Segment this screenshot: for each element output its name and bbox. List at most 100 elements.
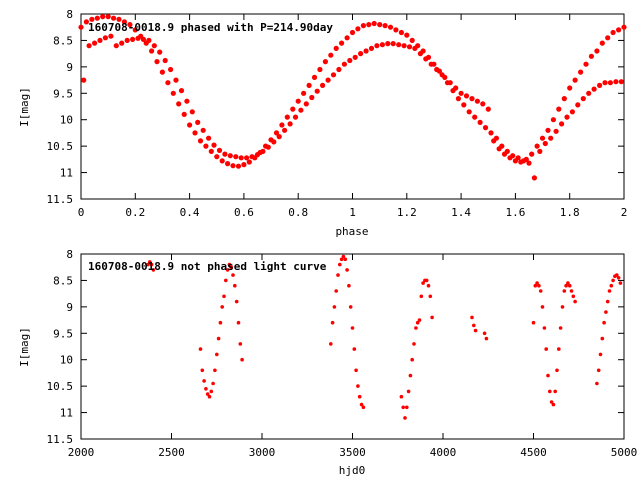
data-point bbox=[426, 283, 431, 288]
data-point bbox=[130, 36, 136, 43]
data-point bbox=[102, 35, 108, 41]
y-tick-label: 11.5 bbox=[47, 433, 74, 446]
x-tick-label: 1.4 bbox=[451, 206, 471, 219]
y-tick-label: 9 bbox=[66, 61, 73, 74]
data-point bbox=[241, 162, 247, 168]
data-point bbox=[419, 294, 424, 299]
data-point bbox=[127, 22, 133, 28]
data-point bbox=[586, 90, 592, 96]
data-point bbox=[393, 27, 399, 33]
data-point bbox=[320, 82, 326, 88]
data-point bbox=[542, 326, 547, 330]
data-point bbox=[382, 23, 388, 29]
y-tick-label: 11.5 bbox=[47, 193, 74, 206]
data-point bbox=[146, 37, 152, 44]
y-tick-label: 10 bbox=[60, 114, 73, 127]
x-axis-title: phase bbox=[335, 225, 368, 238]
data-point bbox=[119, 40, 125, 46]
data-point bbox=[132, 27, 138, 33]
data-point bbox=[544, 347, 548, 351]
x-tick-label: 4500 bbox=[520, 446, 547, 459]
data-point bbox=[560, 305, 565, 309]
data-point bbox=[97, 37, 103, 44]
y-tick-label: 10.5 bbox=[47, 140, 74, 153]
data-point bbox=[596, 368, 601, 373]
data-point bbox=[354, 368, 358, 373]
data-point bbox=[401, 43, 407, 49]
data-point bbox=[202, 379, 206, 383]
data-point bbox=[567, 85, 573, 91]
data-point bbox=[549, 400, 554, 404]
data-point bbox=[189, 109, 195, 115]
data-point bbox=[159, 69, 165, 75]
data-point bbox=[229, 265, 233, 270]
data-point bbox=[92, 40, 98, 46]
data-point bbox=[410, 357, 415, 362]
data-point bbox=[154, 59, 160, 65]
data-point bbox=[227, 153, 233, 159]
data-point bbox=[540, 305, 545, 309]
data-point bbox=[227, 262, 232, 267]
data-point bbox=[553, 128, 559, 134]
data-point bbox=[284, 114, 290, 120]
data-point bbox=[566, 281, 570, 285]
data-point bbox=[162, 57, 168, 64]
data-point bbox=[573, 299, 577, 304]
data-point bbox=[149, 262, 154, 267]
y-tick-label: 9.5 bbox=[53, 87, 73, 100]
data-point bbox=[455, 96, 461, 102]
data-point bbox=[398, 29, 404, 36]
data-point bbox=[412, 342, 416, 346]
data-point bbox=[211, 381, 215, 386]
x-tick-label: 0.4 bbox=[180, 206, 200, 219]
data-point bbox=[333, 45, 339, 52]
data-point bbox=[480, 101, 486, 107]
data-point bbox=[225, 268, 230, 272]
data-point bbox=[233, 154, 239, 160]
data-point bbox=[347, 57, 353, 64]
data-point bbox=[548, 135, 554, 141]
data-point bbox=[329, 342, 333, 346]
data-point bbox=[358, 51, 364, 57]
data-point bbox=[537, 283, 541, 288]
data-point bbox=[83, 19, 89, 25]
data-point bbox=[173, 77, 179, 83]
y-tick-labels: 8 8.5 9 9.5 10 10.5 11 11.5 bbox=[47, 8, 74, 206]
x-tick-label: 0.2 bbox=[125, 206, 145, 219]
data-point bbox=[236, 320, 241, 325]
data-point bbox=[303, 101, 309, 107]
data-point bbox=[417, 51, 423, 57]
data-point bbox=[605, 299, 610, 304]
data-point bbox=[546, 373, 550, 378]
x-tick-label: 2 bbox=[621, 206, 628, 219]
x-tick-label: 1.2 bbox=[397, 206, 417, 219]
data-point bbox=[301, 90, 307, 96]
data-point bbox=[355, 26, 361, 32]
y-tick-label: 8.5 bbox=[53, 274, 73, 287]
data-point bbox=[200, 368, 205, 373]
plot-frame bbox=[80, 253, 625, 440]
y-tick-label: 8.5 bbox=[53, 34, 73, 47]
data-point bbox=[472, 114, 478, 120]
data-point bbox=[216, 147, 223, 153]
data-point bbox=[279, 122, 285, 128]
data-point bbox=[368, 45, 375, 52]
data-point bbox=[356, 384, 360, 388]
data-point bbox=[336, 66, 342, 73]
data-point bbox=[569, 289, 574, 293]
data-point bbox=[564, 283, 568, 288]
data-point bbox=[287, 121, 293, 127]
data-point bbox=[352, 347, 357, 351]
data-point bbox=[564, 114, 570, 120]
data-points bbox=[146, 254, 623, 420]
data-point bbox=[605, 35, 611, 41]
y-tick-labels: 8 8.5 9 9.5 10 10.5 11 11.5 bbox=[47, 248, 74, 446]
data-point bbox=[538, 289, 543, 293]
data-point bbox=[124, 37, 130, 44]
data-point bbox=[363, 48, 369, 54]
data-point bbox=[616, 276, 621, 280]
data-point bbox=[599, 40, 605, 46]
data-point bbox=[430, 315, 434, 320]
data-point bbox=[485, 106, 491, 112]
data-point bbox=[610, 29, 616, 36]
